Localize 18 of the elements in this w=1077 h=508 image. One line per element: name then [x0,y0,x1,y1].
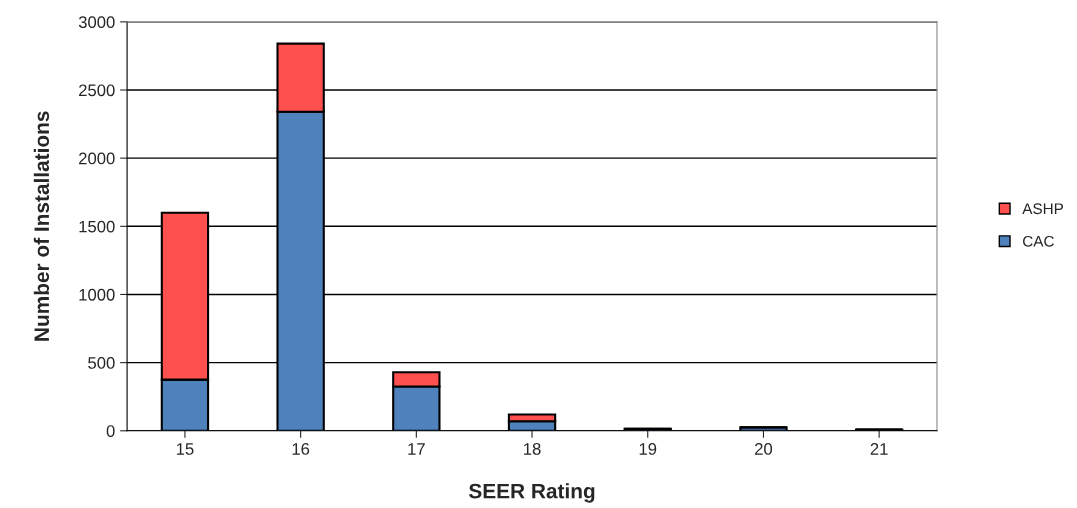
x-tick-label: 20 [755,443,773,455]
y-tick-label: 3000 [78,16,115,29]
x-tick-label: 15 [176,443,194,455]
y-tick-label: 2500 [79,84,115,97]
x-tick-label: 19 [639,443,657,455]
y-tick-label: 1000 [79,288,115,301]
y-tick-label: 1500 [79,220,115,233]
x-axis-title: SEER Rating [468,483,595,503]
legend-label: ASHP [1022,203,1064,215]
y-tick-label: 0 [106,425,115,437]
y-tick-label: 500 [88,357,115,369]
x-tick-label: 16 [292,443,310,455]
x-tick-label: 17 [408,443,425,455]
x-tick-label: 18 [524,443,541,455]
x-tick-label: 21 [870,443,888,455]
legend-label: CAC [1023,235,1054,247]
y-axis-title: Number of Installations [33,111,50,341]
y-tick-label: 2000 [79,152,115,165]
